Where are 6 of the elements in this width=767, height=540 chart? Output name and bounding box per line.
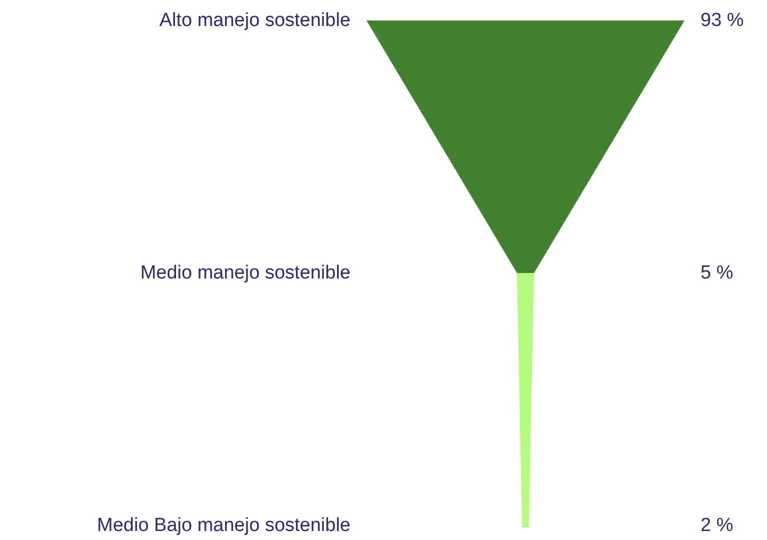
data-label: 93 %	[700, 10, 744, 31]
data-label: 5 %	[700, 262, 734, 284]
category-label: Alto manejo sostenible	[159, 10, 351, 31]
category-label: Medio manejo sostenible	[140, 262, 351, 284]
data-label: 2 %	[700, 515, 734, 536]
category-label: Medio Bajo manejo sostenible	[97, 515, 351, 536]
